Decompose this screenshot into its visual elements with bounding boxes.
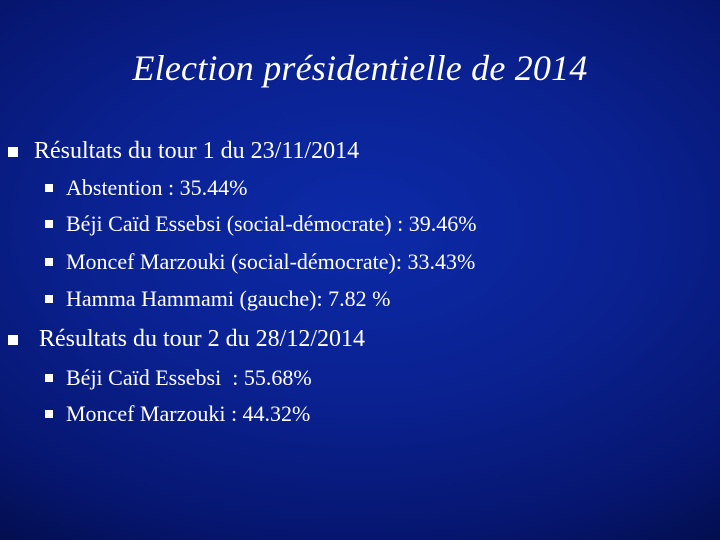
section-heading: Résultats du tour 1 du 23/11/2014 [34,138,360,164]
list-item-text: Moncef Marzouki : 44.32% [66,401,311,426]
list-item-text: Abstention : 35.44% [66,175,248,200]
section-tour-1: Résultats du tour 1 du 23/11/2014 [0,135,720,167]
section-tour-2: Résultats du tour 2 du 28/12/2014 [0,323,720,355]
section-heading: Résultats du tour 2 du 28/12/2014 [39,326,365,352]
bullet-square-icon [45,374,53,382]
list-item-text: Hamma Hammami (gauche): 7.82 % [66,286,391,311]
bullet-square-icon [45,258,53,266]
bullet-square-icon [8,147,18,157]
slide-title: Election présidentielle de 2014 [132,48,588,88]
list-item: Béji Caïd Essebsi (social-démocrate) : 3… [0,209,720,239]
bullet-square-icon [45,295,53,303]
list-item: Hamma Hammami (gauche): 7.82 % [0,284,720,314]
bullet-square-icon [45,220,53,228]
list-item-text: Moncef Marzouki (social-démocrate): 33.4… [66,249,476,274]
list-item: Béji Caïd Essebsi : 55.68% [0,363,720,393]
list-item: Moncef Marzouki : 44.32% [0,399,720,429]
list-item-text: Béji Caïd Essebsi : 55.68% [66,365,312,390]
list-item: Moncef Marzouki (social-démocrate): 33.4… [0,247,720,277]
list-item-text: Béji Caïd Essebsi (social-démocrate) : 3… [66,211,477,236]
bullet-square-icon [45,184,53,192]
bullet-square-icon [8,335,18,345]
list-item: Abstention : 35.44% [0,173,720,203]
bullet-square-icon [45,410,53,418]
